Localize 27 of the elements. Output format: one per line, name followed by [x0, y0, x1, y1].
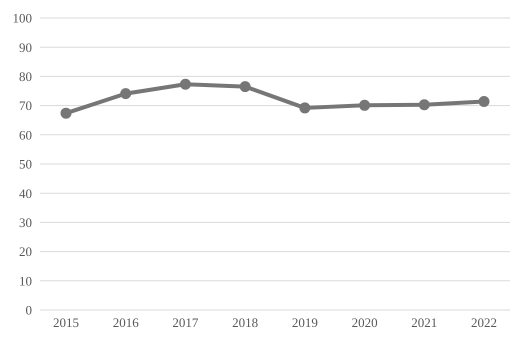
x-tick-label: 2022: [471, 315, 497, 330]
y-tick-label: 10: [19, 273, 32, 288]
y-tick-label: 100: [12, 10, 32, 26]
point: [120, 88, 132, 100]
y-tick-label: 60: [19, 127, 32, 142]
point: [359, 100, 370, 111]
y-tick-label: 0: [26, 302, 32, 318]
y-tick-label: 80: [19, 69, 32, 84]
x-tick-label: 2019: [292, 315, 318, 330]
y-tick-label: 20: [19, 244, 32, 260]
point: [60, 108, 72, 119]
x-tick-label: 2018: [232, 315, 258, 330]
point: [299, 102, 310, 114]
point: [418, 99, 430, 110]
x-tick-label: 2017: [172, 315, 199, 330]
y-tick-label: 30: [19, 215, 32, 230]
x-tick-label: 2020: [352, 315, 378, 330]
y-tick-label: 90: [19, 40, 32, 55]
x-tick-label: 2021: [411, 315, 438, 330]
point: [478, 96, 490, 108]
point: [180, 78, 191, 90]
x-tick-label: 2015: [53, 315, 79, 330]
y-tick-label: 40: [19, 186, 32, 201]
point: [240, 81, 251, 92]
y-tick-label: 50: [19, 156, 32, 172]
y-tick-label: 70: [19, 98, 32, 114]
x-tick-label: 2016: [112, 315, 140, 330]
